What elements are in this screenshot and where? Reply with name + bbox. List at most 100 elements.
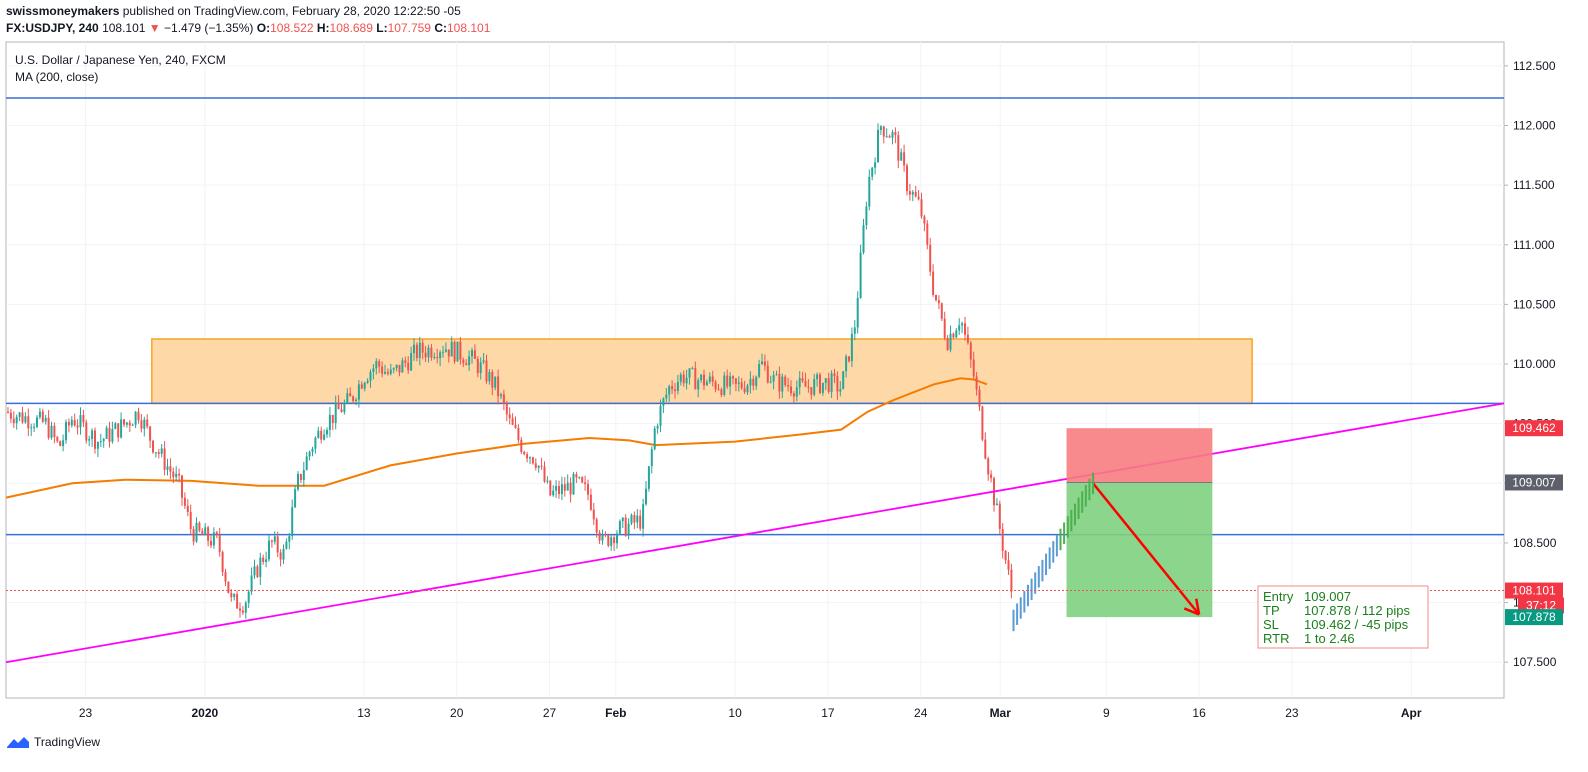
- projection-bar: [1019, 597, 1022, 619]
- candle-body: [105, 427, 108, 439]
- projection-bar: [1063, 522, 1066, 544]
- candle-body: [395, 364, 398, 369]
- candle-body: [239, 608, 241, 611]
- candle-body: [166, 466, 169, 470]
- candle-body: [966, 334, 969, 343]
- candle-body: [508, 414, 511, 419]
- candle-body: [720, 389, 723, 395]
- candle-body: [215, 532, 218, 536]
- candle-body: [369, 371, 372, 381]
- candle-body: [433, 357, 436, 359]
- candle-body: [729, 376, 732, 387]
- candle-body: [656, 425, 659, 429]
- candle-body: [940, 303, 943, 319]
- candle-body: [668, 386, 671, 395]
- candle-body: [900, 152, 903, 161]
- candle-body: [856, 298, 859, 328]
- candles: [7, 123, 1013, 619]
- candle-body: [926, 223, 929, 245]
- legend-instrument: U.S. Dollar / Japanese Yen, 240, FXCM: [15, 53, 226, 67]
- candle-body: [18, 412, 21, 417]
- candle-body: [421, 342, 424, 353]
- projection-bar: [1059, 528, 1062, 551]
- projection-bar: [1055, 534, 1058, 557]
- candle-body: [616, 533, 618, 544]
- candle-body: [294, 489, 297, 508]
- info-box-frame: [1257, 585, 1429, 649]
- candle-body: [694, 368, 697, 390]
- projection-bar: [1073, 503, 1076, 526]
- candle-body: [526, 454, 529, 459]
- candle-body: [1007, 560, 1010, 570]
- price-badge-label: 108.101: [1512, 584, 1556, 598]
- candle-body: [128, 422, 131, 426]
- candle-body: [473, 350, 476, 359]
- candle-body: [346, 393, 349, 403]
- horizontal-levels[interactable]: [6, 97, 1504, 536]
- candle-body: [349, 393, 352, 397]
- candle-body: [891, 132, 894, 138]
- candle-body: [560, 484, 563, 495]
- candle-body: [685, 377, 688, 384]
- candle-body: [833, 373, 836, 377]
- candle-body: [990, 474, 993, 479]
- candle-body: [555, 486, 558, 491]
- candle-body: [859, 252, 862, 299]
- candle-body: [645, 488, 647, 505]
- candle-body: [752, 378, 755, 386]
- candle-body: [384, 371, 386, 374]
- candle-body: [819, 374, 821, 393]
- candle-body: [682, 374, 685, 384]
- close-value: 108.101: [447, 21, 491, 35]
- candle-body: [865, 206, 868, 226]
- candle-body: [192, 529, 195, 542]
- price-axis[interactable]: 112.500 112.000 111.500 111.000 110.500 110.0…: [1504, 59, 1557, 669]
- candle-body: [697, 380, 700, 390]
- resistance-zone[interactable]: [151, 338, 1253, 405]
- author-name[interactable]: swissmoneymakers: [6, 4, 120, 18]
- candle-body: [723, 375, 726, 395]
- candle-body: [868, 176, 871, 207]
- candle-body: [801, 378, 804, 382]
- time-axis[interactable]: 23 2020 13 20 27 Feb 10 17 24 Mar 9 16 23 Apr: [79, 706, 1422, 720]
- candle-body: [804, 381, 807, 387]
- candle-body: [972, 359, 975, 377]
- candle-body: [578, 477, 581, 479]
- candle-body: [494, 376, 497, 388]
- candle-body: [589, 494, 592, 510]
- candle-body: [830, 373, 833, 393]
- short-position-tool[interactable]: [1066, 428, 1213, 618]
- trendline[interactable]: [5, 402, 1505, 664]
- candle-body: [123, 419, 125, 425]
- candle-body: [114, 423, 117, 429]
- candle-body: [96, 442, 99, 449]
- candle-body: [227, 581, 230, 593]
- ma-200-line: [5, 377, 988, 499]
- candle-body: [816, 374, 819, 380]
- x-tick-label: Feb: [605, 706, 626, 720]
- candle-body: [755, 376, 758, 386]
- candle-body: [836, 376, 839, 392]
- candle-body: [529, 457, 531, 459]
- legend-indicator: MA (200, close): [15, 70, 98, 84]
- projection-bar: [1041, 559, 1044, 582]
- candle-body: [639, 515, 642, 529]
- candle-body: [268, 540, 270, 560]
- candle-body: [163, 448, 166, 470]
- candle-body: [877, 129, 879, 163]
- candle-body: [288, 536, 291, 542]
- projection-bar: [1016, 603, 1019, 625]
- candle-body: [737, 382, 740, 384]
- candle-body: [259, 557, 262, 577]
- price-badge: [1505, 474, 1563, 491]
- candle-body: [566, 482, 569, 491]
- tradingview-brand[interactable]: TradingView: [6, 735, 100, 749]
- candle-body: [256, 566, 259, 577]
- candle-body: [711, 376, 714, 382]
- candle-body: [218, 535, 221, 552]
- candle-body: [355, 399, 357, 401]
- candle-body: [790, 386, 792, 394]
- candle-body: [888, 136, 891, 138]
